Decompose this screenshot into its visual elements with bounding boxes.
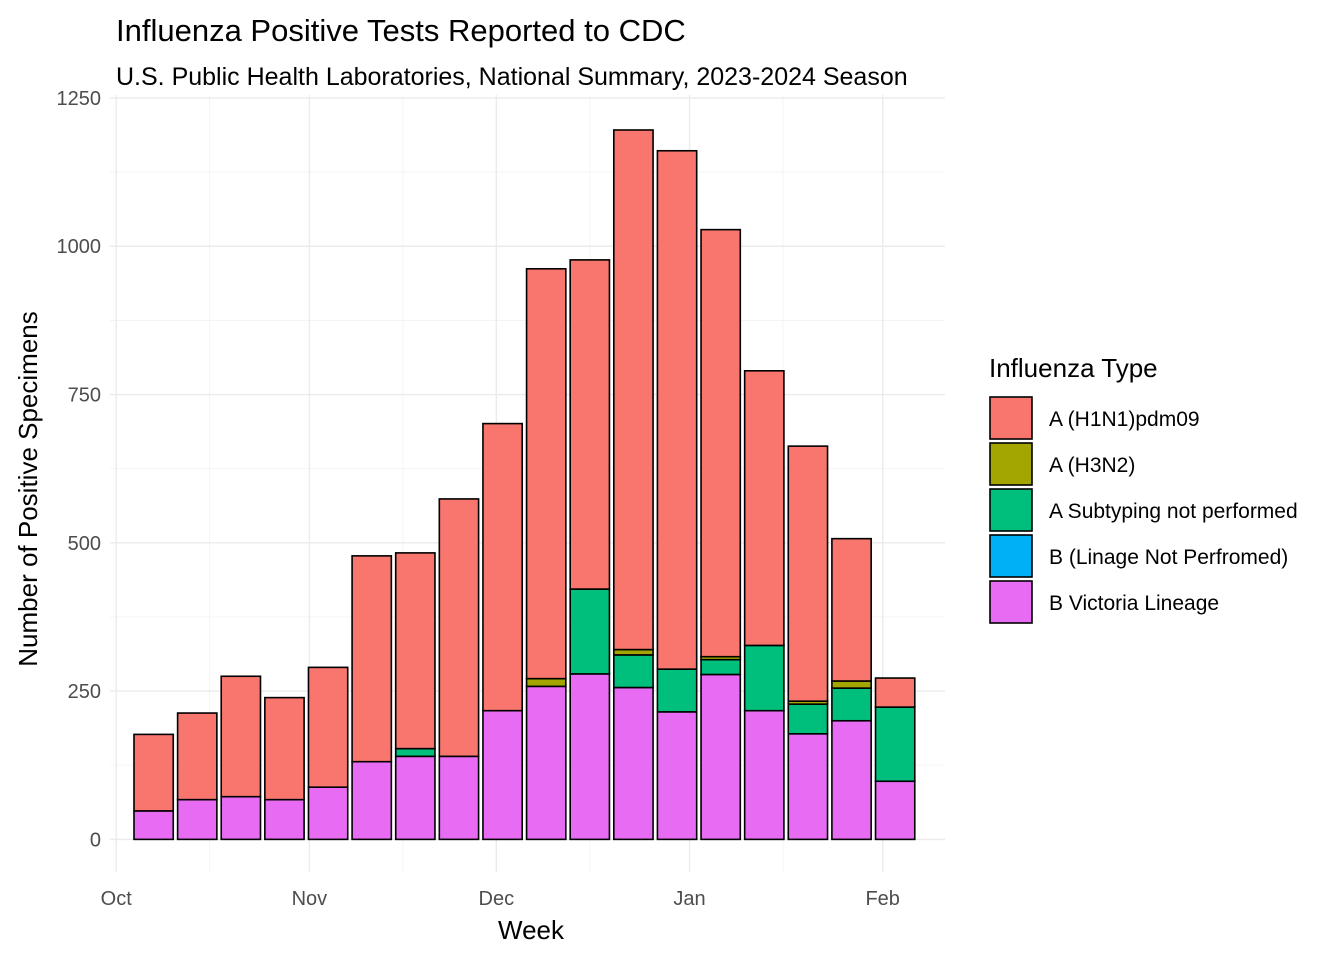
bars bbox=[133, 129, 916, 841]
bar-segment bbox=[874, 677, 916, 708]
y-tick-label: 250 bbox=[68, 681, 101, 703]
bar-segment bbox=[394, 755, 436, 841]
y-tick-label: 750 bbox=[68, 385, 101, 407]
bar-segment bbox=[351, 555, 393, 763]
bar-segment bbox=[307, 666, 349, 788]
bar-segment bbox=[569, 673, 611, 841]
bar-segment bbox=[264, 696, 305, 801]
bar-segment bbox=[656, 668, 698, 713]
bar-segment bbox=[874, 706, 916, 783]
legend-key bbox=[989, 580, 1033, 624]
bar-segment bbox=[569, 259, 611, 590]
legend-key bbox=[989, 442, 1033, 486]
bar-segment bbox=[831, 537, 872, 682]
bar-segment bbox=[700, 228, 742, 658]
bar-segment bbox=[351, 760, 393, 841]
bar-segment bbox=[525, 677, 567, 688]
bar-segment bbox=[307, 786, 349, 841]
bar-segment bbox=[656, 711, 698, 841]
y-tick-label: 500 bbox=[68, 533, 101, 555]
bar-segment bbox=[569, 588, 611, 675]
bar-segment bbox=[831, 719, 872, 841]
bar-segment bbox=[874, 780, 916, 841]
legend-title: Influenza Type bbox=[989, 353, 1158, 383]
bar-segment bbox=[787, 703, 829, 735]
x-axis-title: Week bbox=[498, 915, 565, 945]
bar-segment bbox=[831, 680, 872, 689]
legend-label: B (Linage Not Perfromed) bbox=[1049, 546, 1288, 569]
legend-label: A (H1N1)pdm09 bbox=[1049, 408, 1200, 431]
legend-label: B Victoria Lineage bbox=[1049, 592, 1219, 615]
bar-segment bbox=[787, 445, 829, 702]
bar-segment bbox=[133, 733, 175, 812]
bar-segment bbox=[787, 733, 829, 841]
y-axis-title: Number of Positive Specimens bbox=[13, 311, 43, 666]
bar-segment bbox=[743, 709, 785, 841]
y-tick-label: 1250 bbox=[57, 88, 102, 110]
bar-segment bbox=[264, 798, 305, 841]
bar-segment bbox=[176, 712, 218, 801]
bar-segment bbox=[438, 498, 480, 758]
bar-segment bbox=[700, 658, 742, 676]
bar-segment bbox=[700, 673, 742, 841]
bar-segment bbox=[220, 675, 262, 798]
x-tick-label: Nov bbox=[292, 888, 328, 910]
bar-segment bbox=[743, 644, 785, 712]
x-tick-label: Oct bbox=[101, 888, 133, 910]
x-tick-label: Dec bbox=[479, 888, 515, 910]
bar-segment bbox=[133, 810, 175, 841]
bar-segment bbox=[613, 648, 654, 656]
chart-title: Influenza Positive Tests Reported to CDC bbox=[116, 13, 686, 48]
bar-segment bbox=[656, 149, 698, 670]
legend: Influenza Type A (H1N1)pdm09 A (H3N2) A Su… bbox=[989, 353, 1298, 624]
legend-key bbox=[989, 488, 1033, 532]
y-tick-label: 0 bbox=[90, 829, 101, 851]
bar-segment bbox=[525, 685, 567, 841]
bar-segment bbox=[525, 267, 567, 680]
bar-segment bbox=[394, 552, 436, 750]
bar-segment bbox=[220, 795, 262, 841]
bar-segment bbox=[743, 370, 785, 647]
bar-segment bbox=[613, 654, 654, 689]
y-axis-ticks: 0 250 500 750 1000 1250 bbox=[57, 88, 102, 851]
bar-segment bbox=[482, 709, 524, 841]
x-tick-label: Jan bbox=[673, 888, 705, 910]
bar-segment bbox=[831, 687, 872, 722]
x-tick-label: Feb bbox=[865, 888, 899, 910]
legend-label: A (H3N2) bbox=[1049, 454, 1135, 477]
bar-segment bbox=[613, 129, 654, 651]
bar-segment bbox=[482, 422, 524, 712]
bar-segment bbox=[394, 747, 436, 758]
chart-subtitle: U.S. Public Health Laboratories, Nationa… bbox=[116, 63, 908, 91]
legend-label: A Subtyping not performed bbox=[1049, 500, 1298, 523]
legend-key bbox=[989, 396, 1033, 440]
bar-segment bbox=[438, 755, 480, 841]
y-tick-label: 1000 bbox=[57, 236, 102, 258]
legend-key bbox=[989, 534, 1033, 578]
bar-segment bbox=[613, 686, 654, 841]
bar-segment bbox=[176, 798, 218, 841]
x-axis-ticks: Oct Nov Dec Jan Feb bbox=[101, 888, 900, 910]
